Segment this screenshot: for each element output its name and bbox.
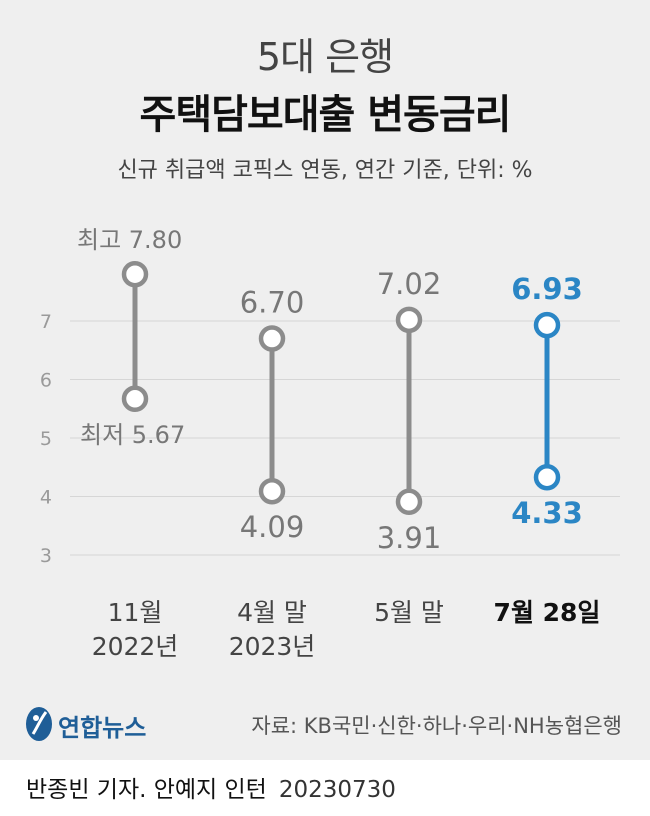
chart-panel: 5대 은행 주택담보대출 변동금리 신규 취급액 코픽스 연동, 연간 기준, … [0, 0, 650, 760]
low-point [533, 463, 561, 491]
high-point [533, 311, 561, 339]
high-label: 6.93 [511, 272, 583, 306]
high-label: 7.02 [377, 267, 442, 301]
source-note: 자료: KB국민·신한·하나·우리·NH농협은행 [251, 714, 622, 738]
unit-note: 신규 취급액 코픽스 연동, 연간 기준, 단위: % [117, 158, 533, 183]
high-point [395, 306, 423, 334]
range-chart: 3 4 5 6 7 최고 7.80 최저 5.67 6.70 4.09 7.02 3.91 6.93 4… [40, 226, 620, 567]
credit-line: 반종빈 기자. 안예지 인턴 20230730 [26, 770, 396, 804]
y-tick-label: 5 [40, 428, 52, 450]
x-label-line1: 7월 28일 [493, 598, 601, 627]
low-label: 4.09 [240, 510, 305, 544]
x-label-jul-28: 7월 28일 [462, 596, 632, 630]
low-label: 4.33 [511, 496, 583, 530]
y-tick-label: 4 [40, 487, 52, 509]
x-label-nov-2022: 11월 2022년 [50, 596, 220, 664]
x-label-may: 5월 말 [324, 596, 494, 630]
y-tick-label: 3 [40, 545, 52, 567]
x-label-line1: 5월 말 [374, 598, 444, 627]
yonhap-logo-icon [26, 707, 52, 741]
x-label-line2: 2022년 [91, 632, 179, 661]
low-label: 3.91 [377, 521, 442, 555]
low-point [121, 385, 149, 413]
x-label-line1: 11월 [107, 598, 163, 627]
credit-date: 20230730 [278, 777, 396, 803]
low-point [258, 477, 286, 505]
y-tick-label: 6 [40, 370, 52, 392]
chart-title: 주택담보대출 변동금리 [139, 92, 512, 138]
high-label: 최고 7.80 [77, 226, 182, 254]
x-label-line2: 2023년 [228, 632, 316, 661]
high-point [121, 260, 149, 288]
low-point [395, 488, 423, 516]
x-label-line1: 4월 말 [237, 598, 307, 627]
credit-authors: 반종빈 기자. 안예지 인턴 [26, 777, 267, 803]
low-label: 최저 5.67 [80, 421, 185, 449]
high-point [258, 325, 286, 352]
y-tick-label: 7 [40, 311, 52, 333]
high-label: 6.70 [240, 286, 305, 320]
x-label-apr-2023: 4월 말 2023년 [187, 596, 357, 664]
logo-text: 연합뉴스 [58, 714, 147, 742]
chart-subtitle: 5대 은행 [256, 35, 394, 79]
